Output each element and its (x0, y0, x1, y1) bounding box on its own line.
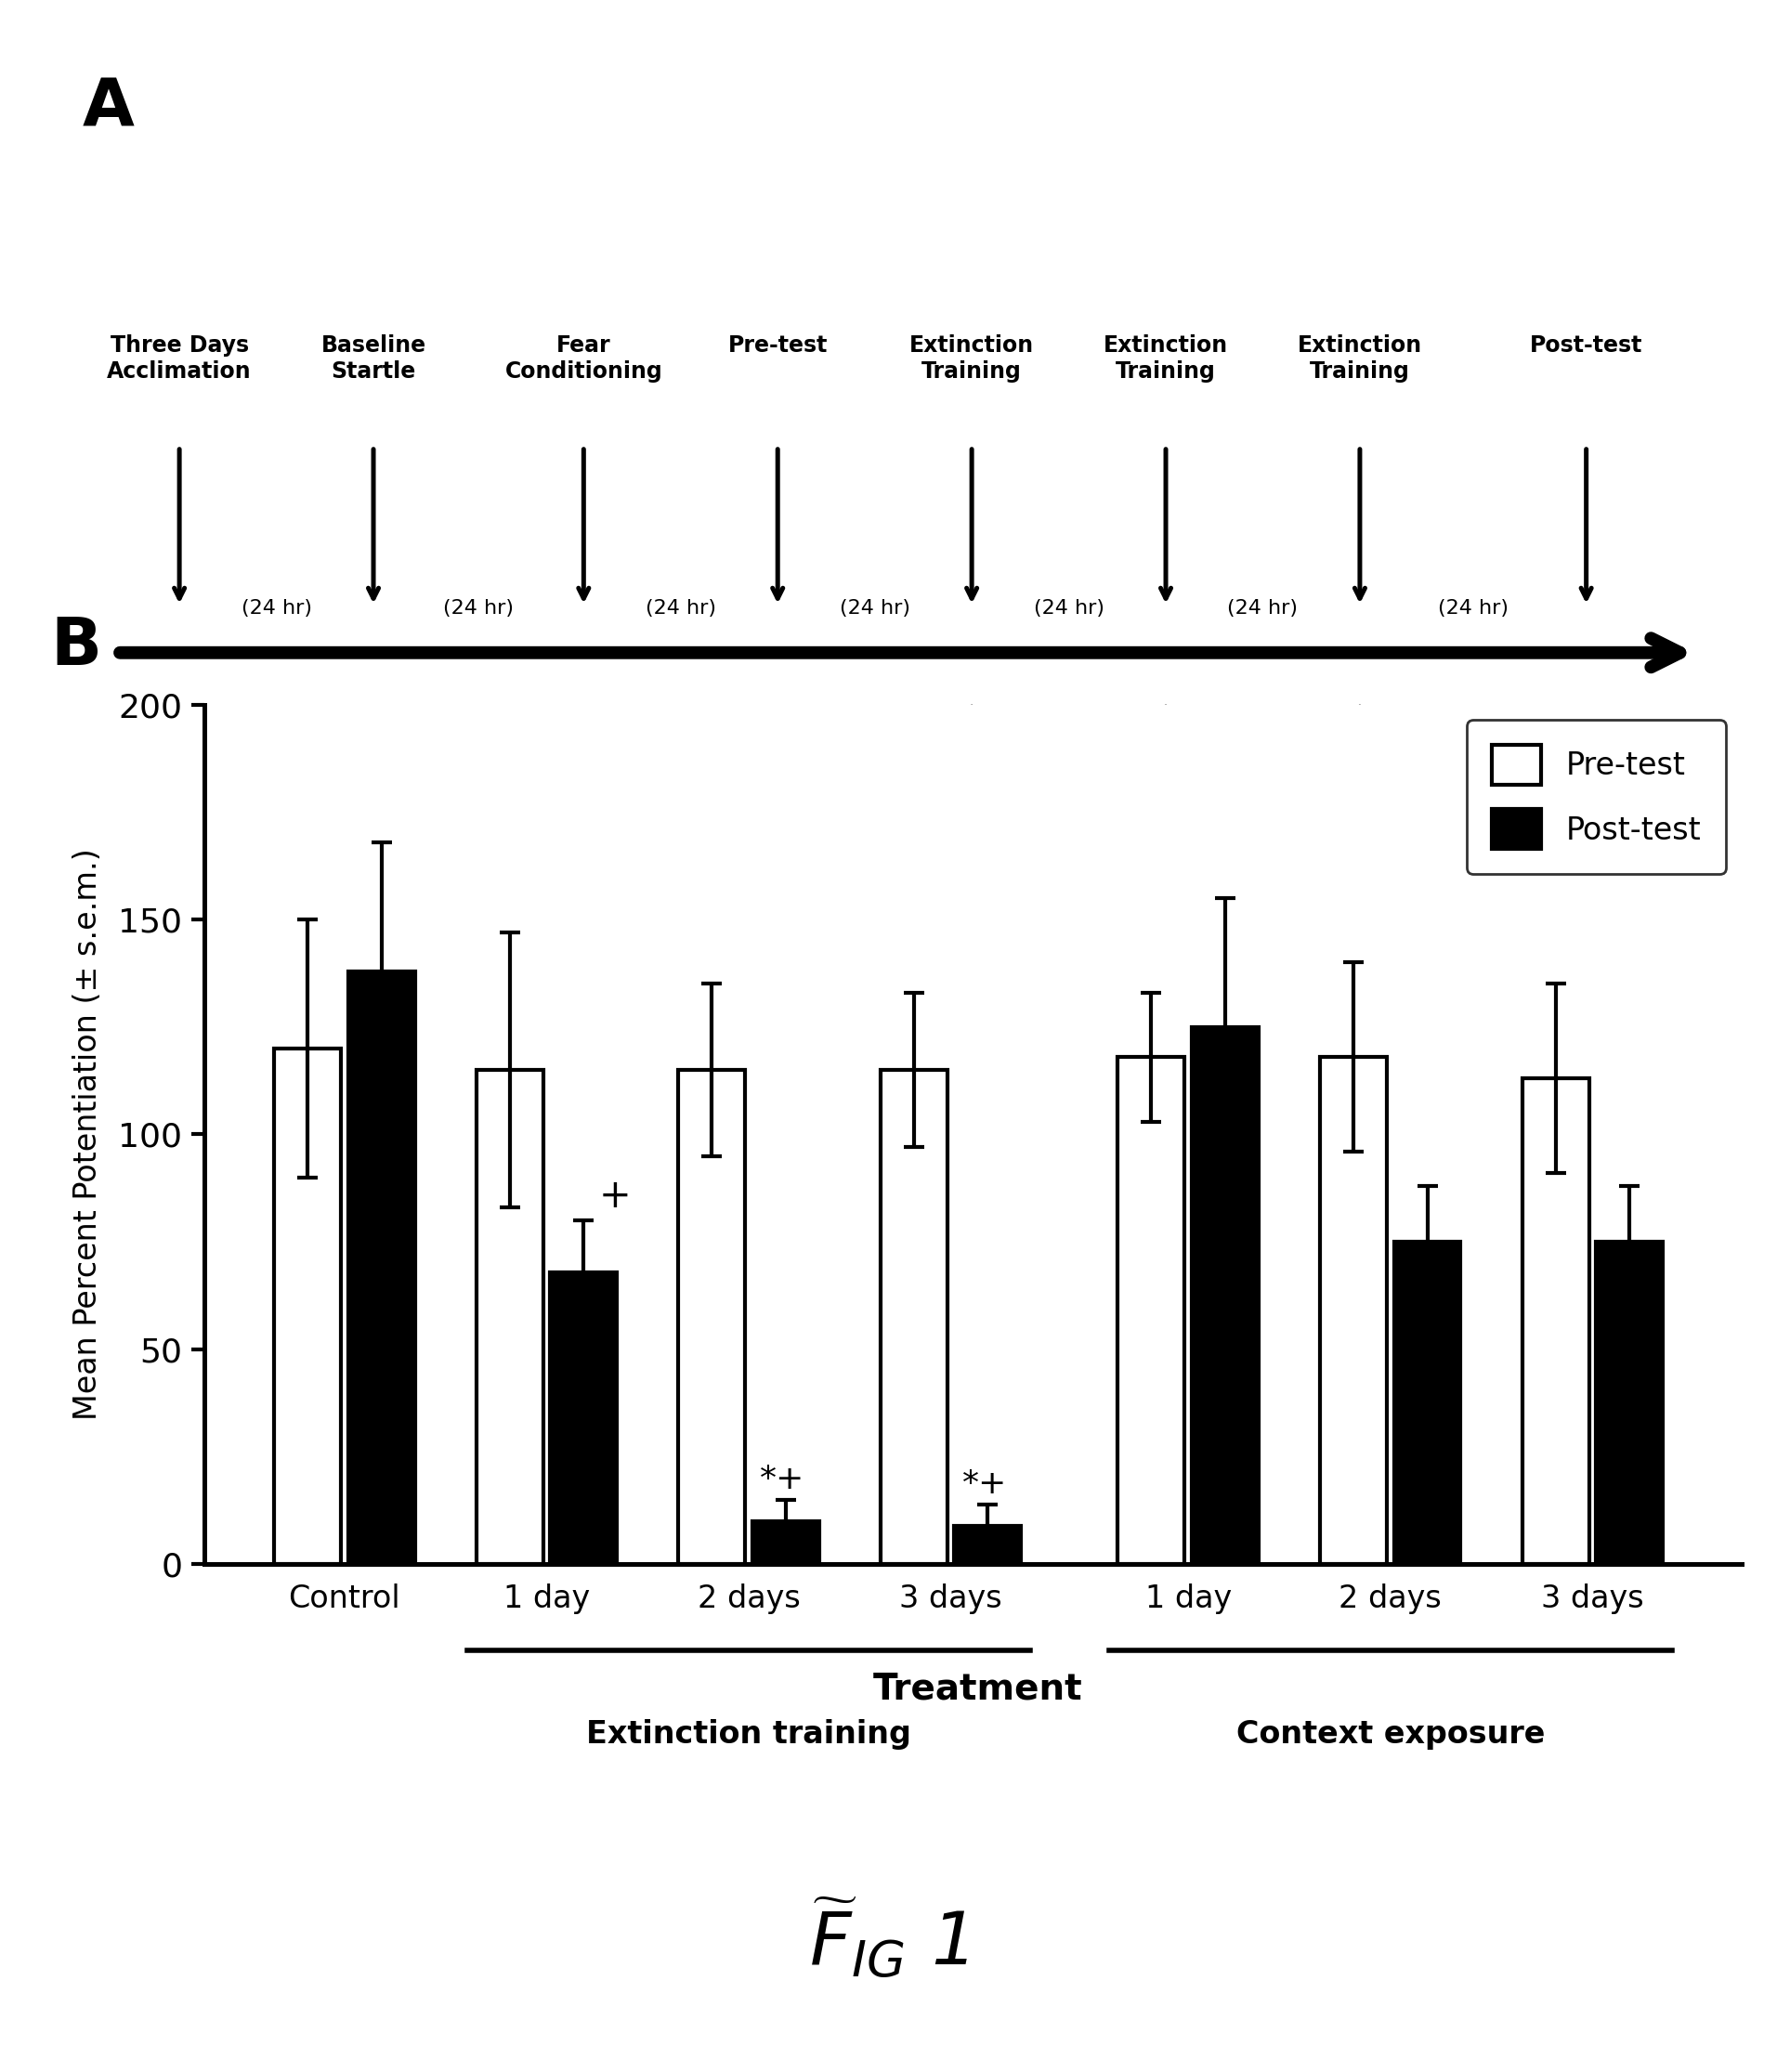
Text: Pre-test: Pre-test (729, 334, 828, 356)
Text: Fear
Conditioning: Fear Conditioning (505, 334, 663, 383)
Bar (1118, 1057, 1185, 1564)
Text: Baseline
Startle: Baseline Startle (322, 334, 426, 383)
Text: Context
Exposure: Context Exposure (1109, 850, 1223, 899)
Text: A: A (82, 77, 135, 141)
Text: Treatment: Treatment (873, 1670, 1082, 1707)
Bar (1393, 1241, 1461, 1564)
Bar (1523, 1080, 1589, 1564)
Text: Extinction
Training: Extinction Training (1104, 334, 1228, 383)
Text: (24 hr): (24 hr) (242, 599, 311, 617)
Bar (476, 1069, 544, 1564)
Text: Context
Exposure: Context Exposure (1303, 850, 1416, 899)
Text: *+: *+ (761, 1465, 805, 1496)
Text: Post-test: Post-test (1530, 334, 1642, 356)
Bar (1596, 1241, 1663, 1564)
Bar (881, 1069, 947, 1564)
Text: Extinction
Training: Extinction Training (910, 334, 1034, 383)
Text: B: B (50, 615, 101, 680)
Text: (24 hr): (24 hr) (1228, 599, 1299, 617)
Text: *+: *+ (961, 1469, 1008, 1500)
Bar (274, 1048, 341, 1564)
Text: (24 hr): (24 hr) (1438, 599, 1509, 617)
Text: Extinction
Training: Extinction Training (1297, 334, 1422, 383)
Legend: Pre-test, Post-test: Pre-test, Post-test (1466, 719, 1725, 874)
Text: (24 hr): (24 hr) (645, 599, 716, 617)
Text: (24 hr): (24 hr) (442, 599, 514, 617)
Text: (24 hr): (24 hr) (1034, 599, 1104, 617)
Y-axis label: Mean Percent Potentiation (± s.e.m.): Mean Percent Potentiation (± s.e.m.) (73, 850, 103, 1419)
Bar (1320, 1057, 1386, 1564)
Bar (679, 1069, 745, 1564)
Text: Three Days
Acclimation: Three Days Acclimation (107, 334, 252, 383)
Text: +: + (599, 1177, 631, 1216)
Bar (752, 1521, 819, 1564)
Bar (1192, 1028, 1258, 1564)
Text: Extinction training: Extinction training (586, 1720, 912, 1749)
Text: $\mathregular{\widetilde{F}_{IG}\ 1}$: $\mathregular{\widetilde{F}_{IG}\ 1}$ (809, 1894, 968, 1981)
Text: Context exposure: Context exposure (1237, 1720, 1544, 1749)
Text: (24 hr): (24 hr) (839, 599, 910, 617)
Bar (348, 972, 414, 1564)
Text: Context
Exposure: Context Exposure (915, 850, 1029, 899)
Bar (551, 1272, 617, 1564)
Bar (954, 1525, 1022, 1564)
